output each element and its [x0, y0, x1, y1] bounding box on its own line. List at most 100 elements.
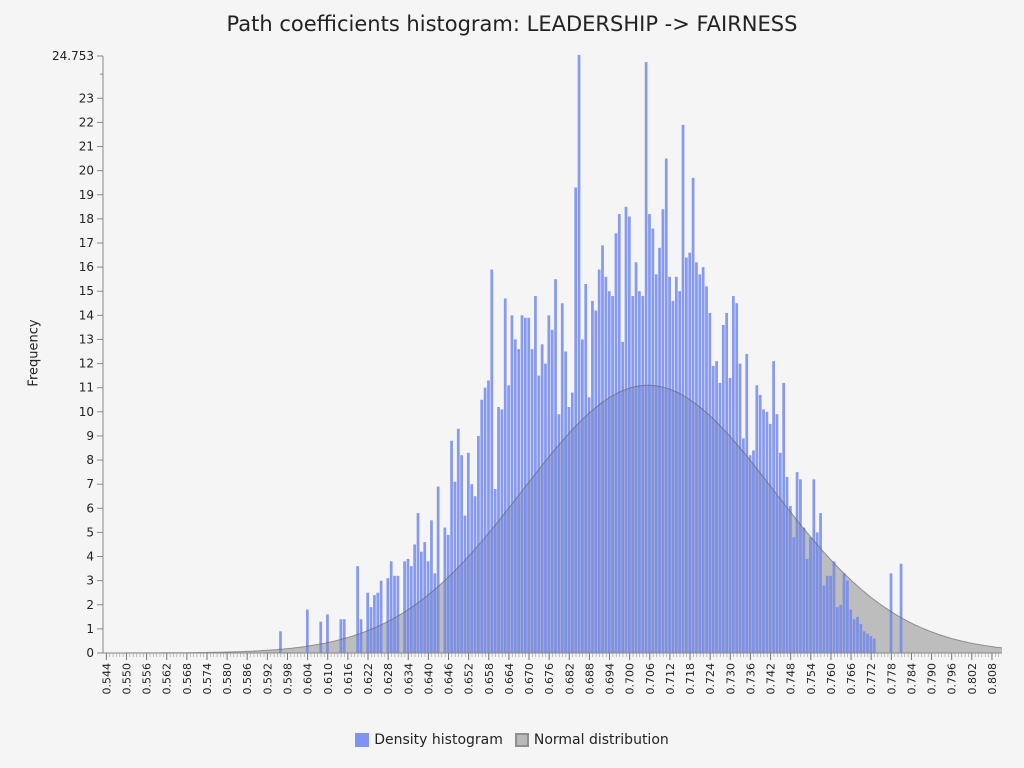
- legend-swatch-density: [355, 733, 370, 747]
- x-tick-label: 0.784: [905, 663, 918, 695]
- histogram-bar: [570, 392, 574, 653]
- x-tick-label: 0.544: [100, 663, 113, 695]
- histogram-bar: [799, 479, 802, 653]
- legend-item-density[interactable]: Density histogram: [355, 732, 503, 748]
- histogram-bar: [574, 187, 578, 653]
- histogram-bar: [581, 339, 584, 653]
- x-tick-label: 0.802: [966, 663, 979, 695]
- x-tick-label: 0.622: [362, 663, 375, 695]
- histogram-bar: [825, 575, 829, 653]
- histogram-bar: [768, 423, 772, 653]
- histogram-bar: [366, 592, 370, 653]
- histogram-bar: [416, 513, 420, 653]
- x-tick-label: 0.682: [563, 663, 576, 695]
- histogram-bar: [819, 513, 822, 653]
- histogram-bar: [604, 276, 608, 653]
- histogram-bar: [406, 558, 410, 653]
- chart-plot-area: 0123456789101112131415161718192021222324…: [52, 49, 1003, 695]
- histogram-bar: [463, 515, 467, 653]
- x-tick-label: 0.628: [382, 663, 395, 695]
- histogram-bar: [738, 363, 742, 653]
- x-tick-label: 0.586: [241, 663, 254, 695]
- histogram-bar: [775, 414, 779, 653]
- chart-title: Path coefficients histogram: LEADERSHIP …: [226, 12, 798, 36]
- histogram-bar: [560, 303, 564, 653]
- histogram-bar: [785, 476, 789, 653]
- x-tick-label: 0.712: [664, 663, 677, 695]
- histogram-bar: [577, 54, 581, 654]
- histogram-bar: [443, 527, 447, 653]
- histogram-bar: [584, 283, 588, 653]
- histogram-bar: [339, 619, 343, 653]
- histogram-bar: [567, 406, 571, 653]
- y-tick-label: 0: [86, 646, 94, 660]
- histogram-bar: [389, 561, 393, 653]
- histogram-bar: [564, 351, 567, 653]
- histogram-bar: [705, 286, 708, 653]
- histogram-bar: [812, 479, 816, 653]
- histogram-bar: [822, 585, 826, 653]
- histogram-bar: [490, 269, 494, 653]
- histogram-bar: [326, 614, 329, 653]
- histogram-bar: [376, 592, 380, 653]
- x-tick-label: 0.778: [885, 663, 898, 695]
- histogram-bar: [668, 276, 671, 653]
- histogram-bar: [607, 291, 611, 653]
- histogram-bar: [809, 537, 812, 653]
- histogram-bar: [587, 397, 591, 653]
- histogram-bar: [473, 496, 477, 653]
- histogram-bar: [523, 317, 527, 653]
- legend-label-normal: Normal distribution: [533, 732, 669, 748]
- histogram-bar: [718, 382, 722, 653]
- histogram-bar: [748, 455, 752, 653]
- histogram-bar: [386, 578, 390, 653]
- x-tick-label: 0.742: [765, 663, 778, 695]
- histogram-bar: [872, 638, 876, 653]
- x-tick-label: 0.772: [865, 663, 878, 695]
- histogram-bar: [420, 551, 423, 653]
- histogram-bar: [755, 385, 759, 653]
- histogram-bar: [654, 274, 658, 653]
- histogram-bar: [342, 619, 346, 653]
- histogram-bar: [319, 621, 323, 653]
- histogram-bar: [359, 619, 363, 653]
- histogram-bar: [778, 452, 782, 653]
- histogram-bar: [695, 262, 698, 653]
- histogram-bar: [638, 291, 641, 653]
- y-tick-label: 11: [79, 381, 94, 395]
- histogram-bar: [832, 561, 836, 653]
- y-tick-label: 17: [79, 236, 94, 250]
- y-tick-label: 8: [86, 453, 94, 467]
- histogram-bar: [641, 296, 645, 653]
- histogram-bar: [735, 303, 739, 653]
- x-tick-label: 0.610: [322, 663, 335, 695]
- histogram-bar: [866, 633, 869, 653]
- histogram-bar: [725, 312, 729, 653]
- histogram-bar: [782, 382, 786, 653]
- histogram-bar: [688, 252, 692, 653]
- histogram-bar: [460, 455, 463, 653]
- x-tick-label: 0.670: [523, 663, 536, 695]
- histogram-bar: [487, 380, 490, 653]
- histogram-bar: [621, 341, 625, 653]
- x-tick-label: 0.580: [221, 663, 234, 695]
- x-tick-label: 0.724: [704, 663, 717, 695]
- histogram-bar: [483, 387, 487, 653]
- histogram-bar: [527, 317, 531, 653]
- x-tick-label: 0.688: [583, 663, 596, 695]
- histogram-bar: [305, 609, 309, 653]
- histogram-bar: [852, 619, 856, 653]
- y-tick-label: 19: [79, 188, 94, 202]
- y-tick-label: 3: [86, 574, 94, 588]
- y-tick-label: 23: [79, 91, 94, 105]
- histogram-bar: [899, 563, 903, 653]
- x-tick-label: 0.550: [120, 663, 133, 695]
- histogram-bar: [678, 291, 682, 653]
- y-tick-label: 1: [86, 622, 94, 636]
- legend: Density histogram Normal distribution: [0, 732, 1024, 748]
- histogram-bar: [788, 505, 792, 653]
- legend-item-normal[interactable]: Normal distribution: [514, 732, 669, 748]
- histogram-bar: [614, 233, 618, 653]
- histogram-bar: [859, 624, 863, 653]
- histogram-bar: [453, 481, 457, 653]
